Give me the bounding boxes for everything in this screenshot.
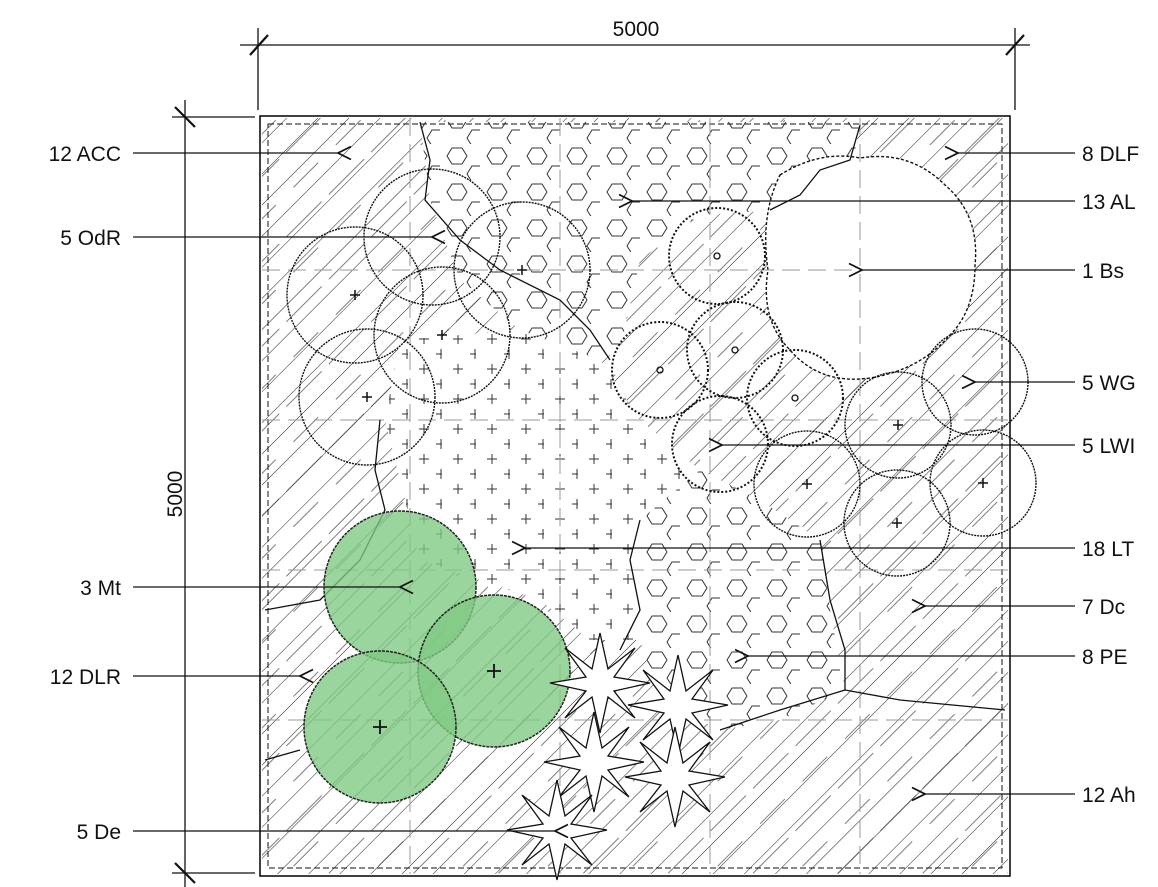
label-wg: 5 WG (1082, 372, 1136, 395)
lwi-centers (656, 252, 799, 402)
bed-outline-inner (267, 123, 1003, 869)
label-pe: 8 PE (1082, 646, 1128, 669)
lwi-shrub (668, 207, 766, 305)
label-dlf: 8 DLF (1082, 143, 1139, 166)
label-lt: 18 LT (1082, 538, 1134, 561)
de-plant (624, 726, 726, 828)
dimension-left (172, 100, 255, 887)
lwi-shrub (746, 349, 844, 447)
dimension-height-label: 5000 (164, 471, 187, 518)
label-lwi: 5 LWI (1082, 435, 1135, 458)
wg-shrub (753, 430, 861, 538)
odr-shrub (286, 226, 424, 364)
wg-shrub (843, 469, 951, 577)
leaders-right (525, 153, 1075, 794)
label-ah: 12 Ah (1082, 784, 1136, 807)
lwi-shrub (611, 321, 709, 419)
label-de: 5 De (77, 821, 121, 844)
label-odr: 5 OdR (60, 227, 121, 250)
label-dc: 7 Dc (1082, 596, 1125, 619)
de-plant (506, 779, 608, 881)
label-mt: 3 Mt (80, 577, 121, 600)
wg-centers (802, 420, 988, 528)
odr-shrubs (286, 168, 591, 466)
de-plant (543, 711, 645, 813)
lwi-shrub (671, 395, 769, 493)
labels-right: 8 DLF 13 AL 1 Bs 5 WG 5 LWI 18 LT 7 Dc 8… (1082, 143, 1139, 807)
de-plant (549, 632, 651, 734)
label-acc: 12 ACC (49, 143, 121, 166)
bed-outline-outer (259, 115, 1011, 877)
odr-shrub (453, 201, 591, 339)
lwi-shrubs (611, 207, 844, 493)
dimension-top (240, 28, 1030, 110)
odr-shrub (373, 266, 511, 404)
odr-centers (350, 265, 527, 402)
leaders-left (133, 153, 555, 831)
label-bs: 1 Bs (1082, 260, 1124, 283)
lwi-shrub (686, 301, 784, 399)
dimension-width-label: 5000 (613, 18, 660, 41)
mt-centers (373, 664, 501, 734)
hex-zone-upper-fill (420, 122, 860, 360)
labels-left: 12 ACC 5 OdR 3 Mt 12 DLR 5 De (49, 143, 122, 844)
odr-shrub (298, 328, 436, 466)
wg-shrub (929, 429, 1037, 537)
label-al: 13 AL (1082, 191, 1136, 214)
label-dlr: 12 DLR (50, 666, 121, 689)
wg-shrub (844, 371, 952, 479)
